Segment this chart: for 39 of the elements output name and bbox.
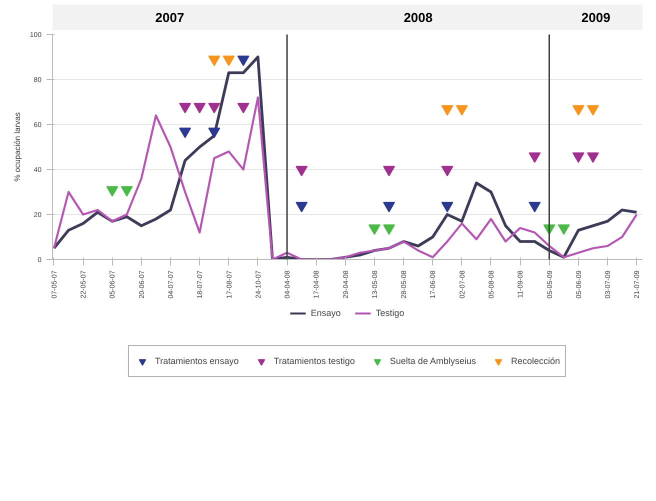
point	[528, 202, 541, 212]
legend-label: Tratamientos ensayo	[154, 356, 239, 366]
point	[208, 56, 220, 66]
legend-label: Testigo	[376, 308, 404, 318]
point	[194, 102, 206, 114]
legend-label: Suelta de Amblyseius	[390, 356, 476, 366]
point	[558, 224, 570, 235]
text: 2007	[155, 10, 184, 25]
point	[586, 105, 599, 116]
point	[106, 186, 118, 197]
point	[208, 102, 220, 114]
point	[208, 128, 220, 138]
point	[441, 105, 454, 116]
point	[528, 152, 541, 163]
point	[222, 56, 235, 66]
text: 2009	[581, 10, 610, 25]
point	[383, 166, 396, 176]
point	[179, 128, 192, 138]
text: 2008	[404, 10, 433, 25]
point	[237, 56, 250, 66]
point	[456, 105, 468, 116]
legend-label: Recolección	[510, 356, 560, 366]
point	[296, 202, 308, 212]
point	[383, 224, 396, 235]
point	[572, 152, 584, 163]
point	[120, 186, 133, 197]
point	[441, 202, 454, 212]
point	[368, 224, 380, 235]
line-series	[52, 96, 638, 260]
point	[441, 166, 454, 176]
point	[586, 152, 599, 163]
point	[572, 105, 584, 116]
legend-label: Tratamientos testigo	[274, 356, 355, 366]
point	[237, 102, 250, 114]
point	[179, 102, 192, 114]
legend-label: Ensayo	[310, 308, 341, 318]
point	[296, 166, 308, 176]
point	[383, 202, 396, 212]
y-axis-title: % ocupación larvas	[12, 112, 22, 182]
